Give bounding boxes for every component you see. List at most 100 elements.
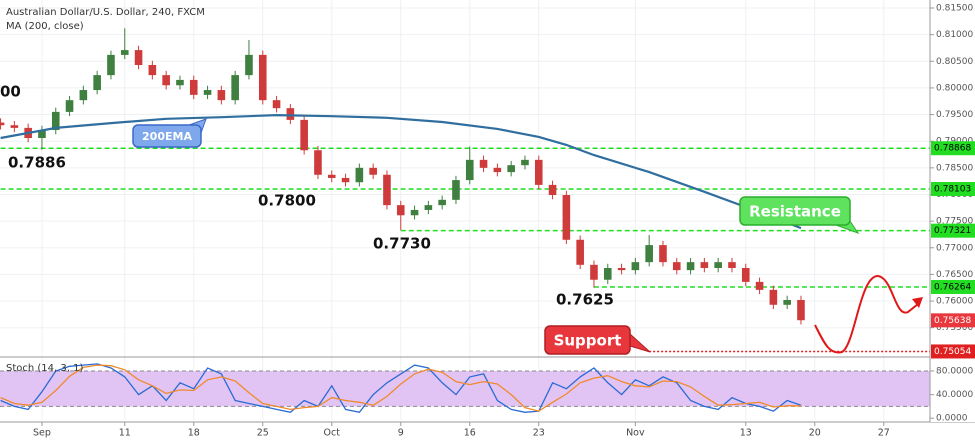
candle-body [631, 262, 640, 271]
price-annotation: 0.7800 [258, 192, 316, 210]
candle-body [93, 75, 101, 91]
candle-body [424, 205, 433, 210]
candle-body [534, 159, 543, 185]
candle-body [162, 75, 170, 86]
candle-body [507, 165, 515, 173]
candle-body [548, 184, 557, 196]
x-tick-label: Nov [626, 428, 645, 439]
candle-body [783, 299, 791, 305]
callout-text: 200EMA [142, 130, 192, 143]
candle-body [410, 209, 419, 216]
candle-body [369, 167, 377, 175]
candle-body [120, 50, 129, 55]
x-tick-label: 13 [740, 428, 752, 439]
candle-body [562, 195, 571, 240]
price-badge [931, 181, 975, 196]
candle-body [272, 100, 281, 109]
price-annotation: 0.7730 [373, 235, 431, 253]
candle-body [438, 199, 446, 206]
y-tick-label: 0.80500 [936, 57, 973, 67]
candle-body [479, 159, 488, 168]
candle-body [10, 125, 19, 128]
candle-body [659, 245, 667, 263]
price-badge [931, 223, 975, 238]
candle-body [493, 167, 502, 173]
y-tick-label: 0.80000 [936, 83, 973, 93]
price-badge-label: 0.76264 [934, 282, 971, 292]
indicator-label: MA (200, close) [6, 21, 84, 32]
y-tick-label: 0.81000 [936, 30, 973, 40]
callout-box [739, 196, 851, 226]
x-tick-label: 18 [188, 428, 200, 439]
stoch-line [0, 363, 802, 414]
candle-body [452, 180, 460, 200]
candle-body [300, 119, 308, 151]
candle-body [286, 108, 295, 120]
x-tick-label: 27 [878, 428, 890, 439]
price-annotation: 0.7886 [8, 154, 66, 172]
price-badge-label: 0.78868 [934, 144, 971, 154]
y-tick-label: 0.77500 [936, 217, 973, 227]
candle-body [465, 159, 474, 181]
x-tick-label: 16 [464, 428, 476, 439]
callout-text: Support [554, 332, 622, 350]
callout-box [132, 124, 202, 148]
price-annotation: 00 [0, 83, 21, 101]
price-badge [931, 344, 975, 359]
candle-body [79, 90, 88, 101]
candle-body [396, 205, 405, 216]
candle-body [521, 159, 529, 166]
candle-body [327, 174, 336, 178]
candle-body [203, 90, 212, 95]
x-tick-label: 9 [398, 428, 404, 439]
ma-line [0, 113, 802, 230]
candle-body [383, 174, 391, 206]
candle-body [134, 50, 143, 66]
candle-body [341, 177, 350, 183]
stoch-label: Stoch (14, 3, 1) [6, 363, 83, 374]
candle-body [755, 281, 764, 290]
x-tick-label: 20 [809, 428, 821, 439]
price-badge-label: 0.78103 [934, 184, 971, 194]
candle-body [0, 122, 5, 126]
y-tick-label: 0.77000 [936, 243, 973, 253]
projection-curve [814, 274, 919, 354]
candle-body [617, 268, 626, 271]
candle-body [176, 79, 184, 86]
y-tick-label: 0.76500 [936, 270, 973, 280]
candle-body [245, 54, 253, 76]
candle-body [314, 150, 322, 175]
price-badge-label: 0.75054 [934, 347, 971, 357]
x-tick-label: 25 [257, 428, 269, 439]
price-badge [931, 279, 975, 294]
x-tick-label: 11 [119, 428, 131, 439]
price-badge-label: 0.77321 [934, 226, 971, 236]
candle-body [107, 54, 115, 76]
y-tick-label: 0.75500 [936, 323, 973, 333]
y-tick-label: 0.76000 [936, 297, 973, 307]
price-annotation: 0.7625 [556, 291, 614, 309]
candle-body [217, 90, 226, 101]
candle-body [714, 262, 722, 269]
callout-text: Resistance [749, 203, 841, 221]
candle-body [769, 289, 778, 305]
candle-body [189, 79, 198, 95]
candle-body [576, 239, 584, 265]
candle-body [65, 100, 74, 112]
candle-body [603, 268, 612, 280]
candle-body [148, 65, 157, 76]
y-tick-label: 80.0000 [936, 366, 973, 376]
candle-body [686, 262, 695, 271]
candle-body [590, 264, 598, 280]
price-badge [931, 313, 975, 328]
candle-body [797, 299, 805, 321]
x-tick-label: Oct [324, 428, 341, 439]
x-tick-label: 23 [533, 428, 545, 439]
candle-body [672, 262, 681, 271]
stoch-line [0, 364, 801, 412]
callout-box [544, 325, 631, 355]
candle-body [258, 54, 267, 101]
